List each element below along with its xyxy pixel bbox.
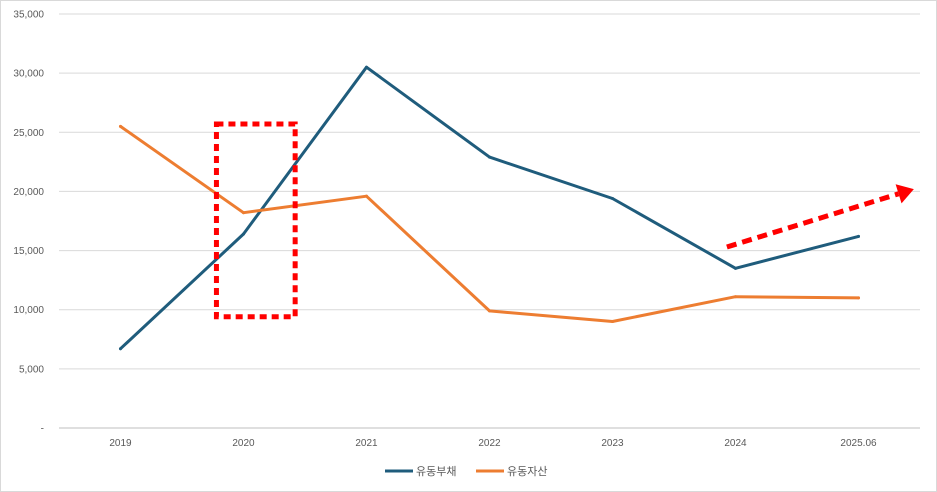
y-tick-label: -: [41, 424, 44, 435]
data-point: [488, 155, 491, 159]
data-point: [242, 232, 245, 236]
x-tick-label: 2021: [355, 438, 378, 449]
legend: 유동부채 유동자산: [385, 465, 547, 478]
highlight-box: [213, 121, 298, 320]
legend-label: 유동자산: [507, 465, 547, 478]
series-lines: [119, 65, 860, 351]
y-tick-label: 35,000: [13, 10, 44, 21]
annotations: [213, 121, 914, 320]
data-point: [857, 234, 860, 238]
x-tick-label: 2025.06: [840, 438, 877, 449]
data-point: [611, 320, 614, 324]
series-line-1: [119, 65, 860, 351]
data-point: [119, 124, 122, 128]
x-tick-label: 2023: [601, 438, 624, 449]
trend-arrow-shaft: [726, 191, 900, 250]
data-point: [734, 295, 737, 299]
y-tick-label: 15,000: [13, 246, 44, 257]
data-point: [119, 347, 122, 351]
y-axis-ticks: - 5,000 10,000 15,000 20,000 25,000 30,000 35,0…: [13, 10, 44, 435]
legend-label: 유동부채: [416, 465, 456, 478]
y-tick-label: 5,000: [19, 364, 44, 375]
y-tick-label: 10,000: [13, 305, 44, 316]
data-point: [365, 194, 368, 198]
x-tick-label: 2020: [232, 438, 255, 449]
x-tick-label: 2019: [109, 438, 132, 449]
x-tick-label: 2022: [478, 438, 501, 449]
data-point: [365, 65, 368, 69]
data-point: [488, 309, 491, 313]
y-tick-label: 25,000: [13, 128, 44, 139]
gridlines: [59, 13, 920, 429]
trend-arrow-head: [895, 184, 914, 204]
data-point: [857, 296, 860, 300]
x-axis-ticks: 2019 2020 2021 2022 2023 2024 2025.06: [109, 438, 877, 449]
data-point: [611, 197, 614, 201]
data-point: [734, 266, 737, 270]
y-tick-label: 20,000: [13, 187, 44, 198]
x-tick-label: 2024: [724, 438, 747, 449]
data-point: [242, 211, 245, 215]
y-tick-label: 30,000: [13, 69, 44, 80]
